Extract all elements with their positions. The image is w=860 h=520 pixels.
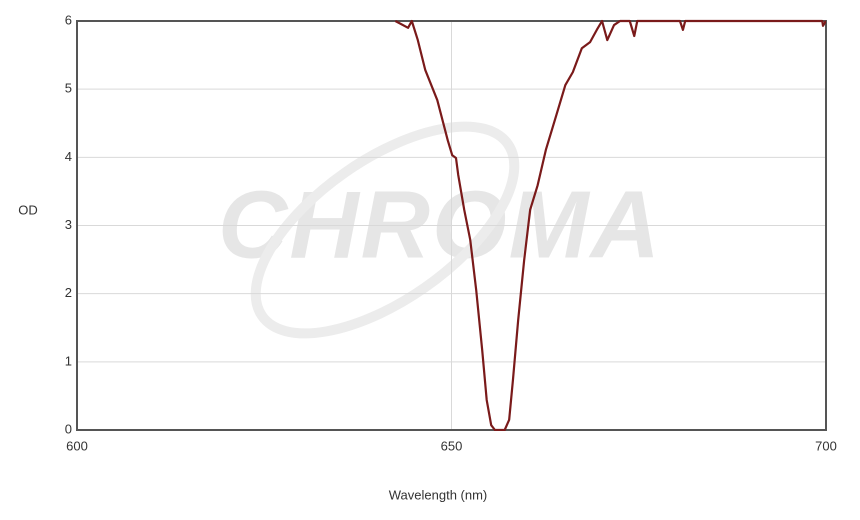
x-tick-label: 650: [441, 438, 463, 453]
x-tick-label: 700: [815, 438, 837, 453]
y-tick-label: 0: [65, 421, 72, 436]
y-tick-label: 3: [65, 217, 72, 232]
y-tick-label: 2: [65, 285, 72, 300]
y-tick-label: 6: [65, 12, 72, 27]
y-axis-label: OD: [18, 202, 38, 217]
spectrum-line: [394, 19, 826, 431]
watermark-swoosh: [250, 121, 520, 339]
y-tick-label: 1: [65, 353, 72, 368]
x-tick-label: 600: [66, 438, 88, 453]
x-axis-label: Wavelength (nm): [389, 487, 488, 502]
y-tick-label: 5: [65, 81, 72, 96]
plot-frame: [76, 20, 827, 431]
y-tick-label: 4: [65, 149, 72, 164]
